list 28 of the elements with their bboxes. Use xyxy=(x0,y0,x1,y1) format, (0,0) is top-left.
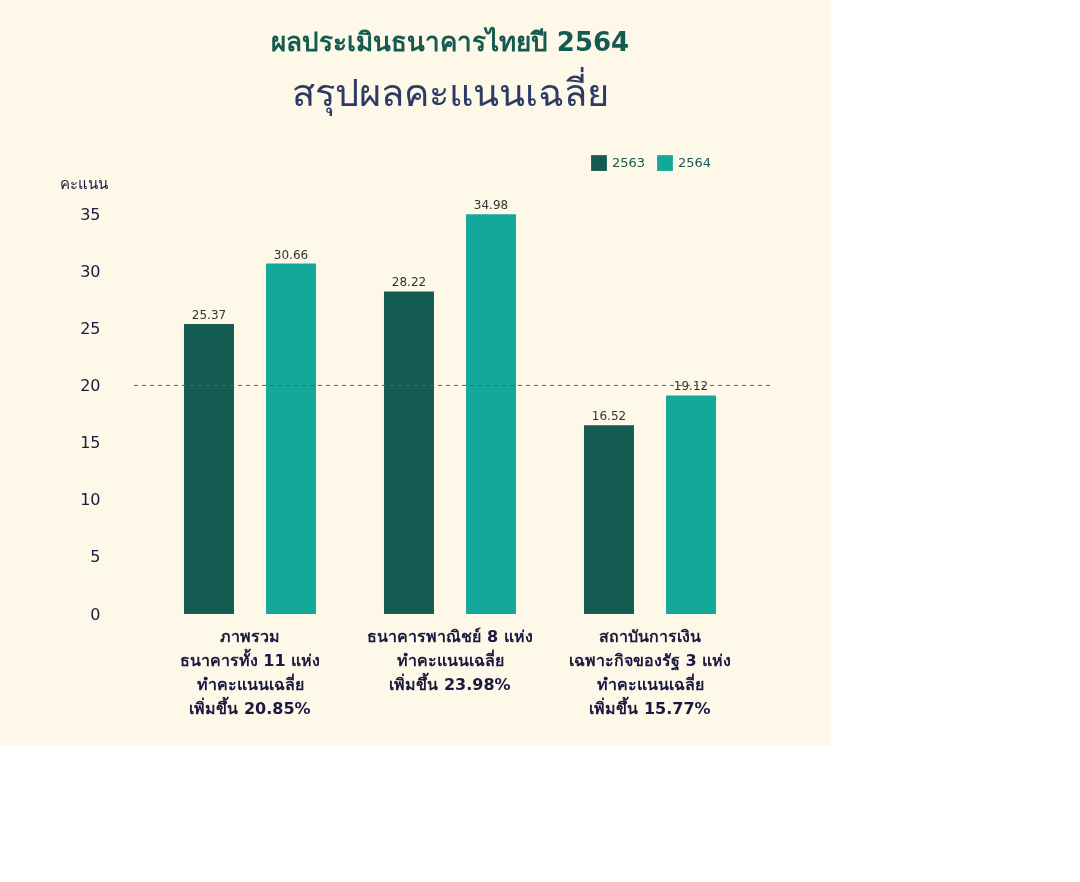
bar xyxy=(183,324,234,614)
x-tick-label: สถาบันการเงิน เฉพาะกิจของรัฐ 3 แห่ง ทำคะแนนเฉลี่ย เพิ่มขึ้น 15.77% xyxy=(568,626,732,718)
data-label: 34.98 xyxy=(473,198,509,213)
data-label: 19.12 xyxy=(673,379,709,394)
legend-label: 2563 xyxy=(612,155,646,171)
bar xyxy=(583,425,634,614)
data-label: 30.66 xyxy=(273,247,309,262)
bar xyxy=(466,214,517,614)
x-tick-label: ธนาคารพาณิชย์ 8 แห่ง ทำคะแนนเฉลี่ย เพิ่มขึ้น 23.98% xyxy=(367,626,533,694)
y-tick-label: 25 xyxy=(80,318,101,338)
bar xyxy=(383,291,434,614)
y-axis-title: คะแนน xyxy=(60,175,108,193)
y-tick-label: 15 xyxy=(80,433,101,453)
y-tick-label: 35 xyxy=(80,204,101,224)
data-label: 28.22 xyxy=(391,275,427,290)
chart-subtitle: สรุปผลคะแนนเฉลี่ย xyxy=(291,67,609,116)
data-label: 25.37 xyxy=(191,308,227,323)
x-tick-label: ภาพรวม ธนาคารทั้ง 11 แห่ง ทำคะแนนเฉลี่ย เพิ่มขึ้น 20.85% xyxy=(179,626,321,718)
y-tick-label: 30 xyxy=(80,261,101,281)
chart-title: ผลประเมินธนาคารไทยปี 2564 xyxy=(270,26,630,57)
legend-label: 2564 xyxy=(678,155,712,171)
y-tick-label: 0 xyxy=(90,604,101,624)
y-tick-label: 20 xyxy=(80,375,101,395)
bar xyxy=(666,395,717,614)
data-label: 16.52 xyxy=(591,409,627,424)
y-tick-label: 10 xyxy=(80,490,101,510)
bar xyxy=(266,263,317,614)
y-tick-label: 5 xyxy=(90,547,101,567)
